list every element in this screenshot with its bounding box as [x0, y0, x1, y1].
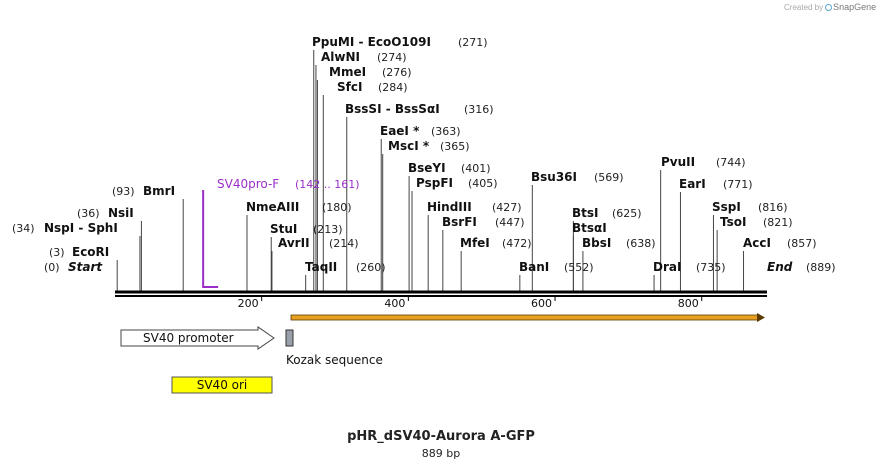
site-lines	[116, 50, 745, 292]
primer-name: SV40pro-F	[217, 177, 279, 191]
site-name-bsrfi: BsrFI	[442, 215, 477, 229]
site-name-ppumi-ecoo109i: PpuMI - EcoO109I	[312, 35, 431, 49]
site-name-ecori: EcoRI	[72, 245, 109, 259]
site-name-mmei: MmeI	[329, 65, 366, 79]
site-pos-bsrfi: (447)	[495, 216, 525, 229]
site-pos-pvuii: (744)	[716, 156, 746, 169]
site-pos-bani: (552)	[564, 261, 594, 274]
site-name-bbsi: BbsI	[582, 236, 611, 250]
site-name-btsi: BtsI	[572, 206, 599, 220]
snapgene-watermark: Created by SnapGene	[784, 2, 876, 12]
site-name-hindiii: HindIII	[427, 200, 472, 214]
site-pos-btsi: (625)	[612, 207, 642, 220]
primer-range: (142 .. 161)	[295, 178, 360, 191]
site-pos-eari: (771)	[723, 178, 753, 191]
site-name-pspfi: PspFI	[416, 176, 453, 190]
ori-label: SV40 ori	[197, 378, 248, 392]
site-pos-sspi: (816)	[758, 201, 788, 214]
site-pos-start: (0)	[44, 261, 60, 274]
site-name-taqii: TaqII	[305, 260, 337, 274]
site-name-pvuii: PvuII	[661, 155, 695, 169]
site-name-bseyi: BseYI	[408, 161, 446, 175]
site-name-tsoi: TsoI	[720, 215, 746, 229]
site-name-drai: DraI	[653, 260, 681, 274]
primer-marker	[202, 190, 219, 288]
ruler-label-400: 400	[384, 297, 405, 310]
site-labels: Start (0) EcoRI (3) NspI - SphI (34) NsiI (36) B…	[12, 35, 836, 274]
site-pos-ecori: (3)	[49, 246, 65, 259]
watermark-brand: SnapGene	[833, 2, 877, 12]
site-name-end: End	[767, 260, 793, 274]
site-pos-stui: (213)	[313, 223, 343, 236]
site-name-nmeaiii: NmeAIII	[246, 200, 299, 214]
site-name-sfci: SfcI	[337, 80, 362, 94]
site-pos-tsoi: (821)	[763, 216, 793, 229]
map-title: pHR_dSV40-Aurora A-GFP	[347, 429, 535, 444]
site-pos-nspi-sphi: (34)	[12, 222, 35, 235]
site-pos-pspfi: (405)	[468, 177, 498, 190]
site-name-start: Start	[68, 260, 103, 274]
site-name-acci: AccI	[743, 236, 771, 250]
snapgene-logo-icon	[825, 4, 833, 11]
site-pos-bmri: (93)	[112, 185, 135, 198]
site-name-msci: MscI *	[388, 139, 430, 153]
site-pos-alwni: (274)	[377, 51, 407, 64]
site-pos-end: (889)	[806, 261, 836, 274]
site-pos-ppumi-ecoo109i: (271)	[458, 36, 488, 49]
site-name-mfei: MfeI	[460, 236, 490, 250]
kozak-feature-box	[285, 329, 294, 347]
primer-layer: SV40pro-F (142 .. 161)	[202, 177, 360, 288]
ruler-label-600: 600	[531, 297, 552, 310]
promoter-label: SV40 promoter	[143, 331, 234, 345]
site-pos-bsssi-bsss-i: (316)	[464, 103, 494, 116]
site-pos-msci: (365)	[440, 140, 470, 153]
kozak-label: Kozak sequence	[286, 353, 383, 367]
site-name-stui: StuI	[270, 222, 297, 236]
ruler-label-800: 800	[678, 297, 699, 310]
site-pos-sfci: (284)	[378, 81, 408, 94]
site-name-avrii: AvrII	[278, 236, 310, 250]
site-pos-avrii: (214)	[329, 237, 359, 250]
site-pos-nsii: (36)	[77, 207, 100, 220]
gfp-feature-bar	[290, 314, 760, 321]
site-pos-mmei: (276)	[382, 66, 412, 79]
site-pos-bsu36i: (569)	[594, 171, 624, 184]
site-pos-drai: (735)	[696, 261, 726, 274]
site-name-nspi-sphi: NspI - SphI	[44, 221, 118, 235]
site-name-nsii: NsiI	[108, 206, 134, 220]
ruler-label-200: 200	[238, 297, 259, 310]
promoter-arrow-icon	[120, 326, 275, 350]
site-name-eaei: EaeI *	[380, 124, 420, 138]
site-name-bani: BanI	[519, 260, 549, 274]
site-pos-hindiii: (427)	[492, 201, 522, 214]
site-pos-eaei: (363)	[431, 125, 461, 138]
map-length: 889 bp	[421, 447, 461, 460]
site-name-bsssi-bsss-i: BssSI - BssSαI	[345, 102, 440, 116]
site-name-bmri: BmrI	[143, 184, 175, 198]
backbone-layer	[115, 290, 767, 297]
site-pos-mfei: (472)	[502, 237, 532, 250]
site-name-sspi: SspI	[712, 200, 741, 214]
site-name-bts-i: BtsαI	[572, 221, 607, 235]
site-pos-nmeaiii: (180)	[322, 201, 352, 214]
gfp-arrowhead-icon	[757, 313, 765, 322]
site-pos-taqii: (260)	[356, 261, 386, 274]
site-name-alwni: AlwNI	[321, 50, 360, 64]
watermark-prefix: Created by	[784, 3, 824, 12]
ori-feature-box	[171, 376, 273, 394]
site-pos-bbsi: (638)	[626, 237, 656, 250]
site-pos-bseyi: (401)	[461, 162, 491, 175]
ruler-layer: 200 400 600 800	[238, 296, 703, 310]
site-pos-acci: (857)	[787, 237, 817, 250]
site-name-eari: EarI	[679, 177, 706, 191]
feature-layer: SV40 promoter Kozak sequence SV40 ori	[120, 313, 765, 394]
site-name-bsu36i: Bsu36I	[531, 170, 577, 184]
